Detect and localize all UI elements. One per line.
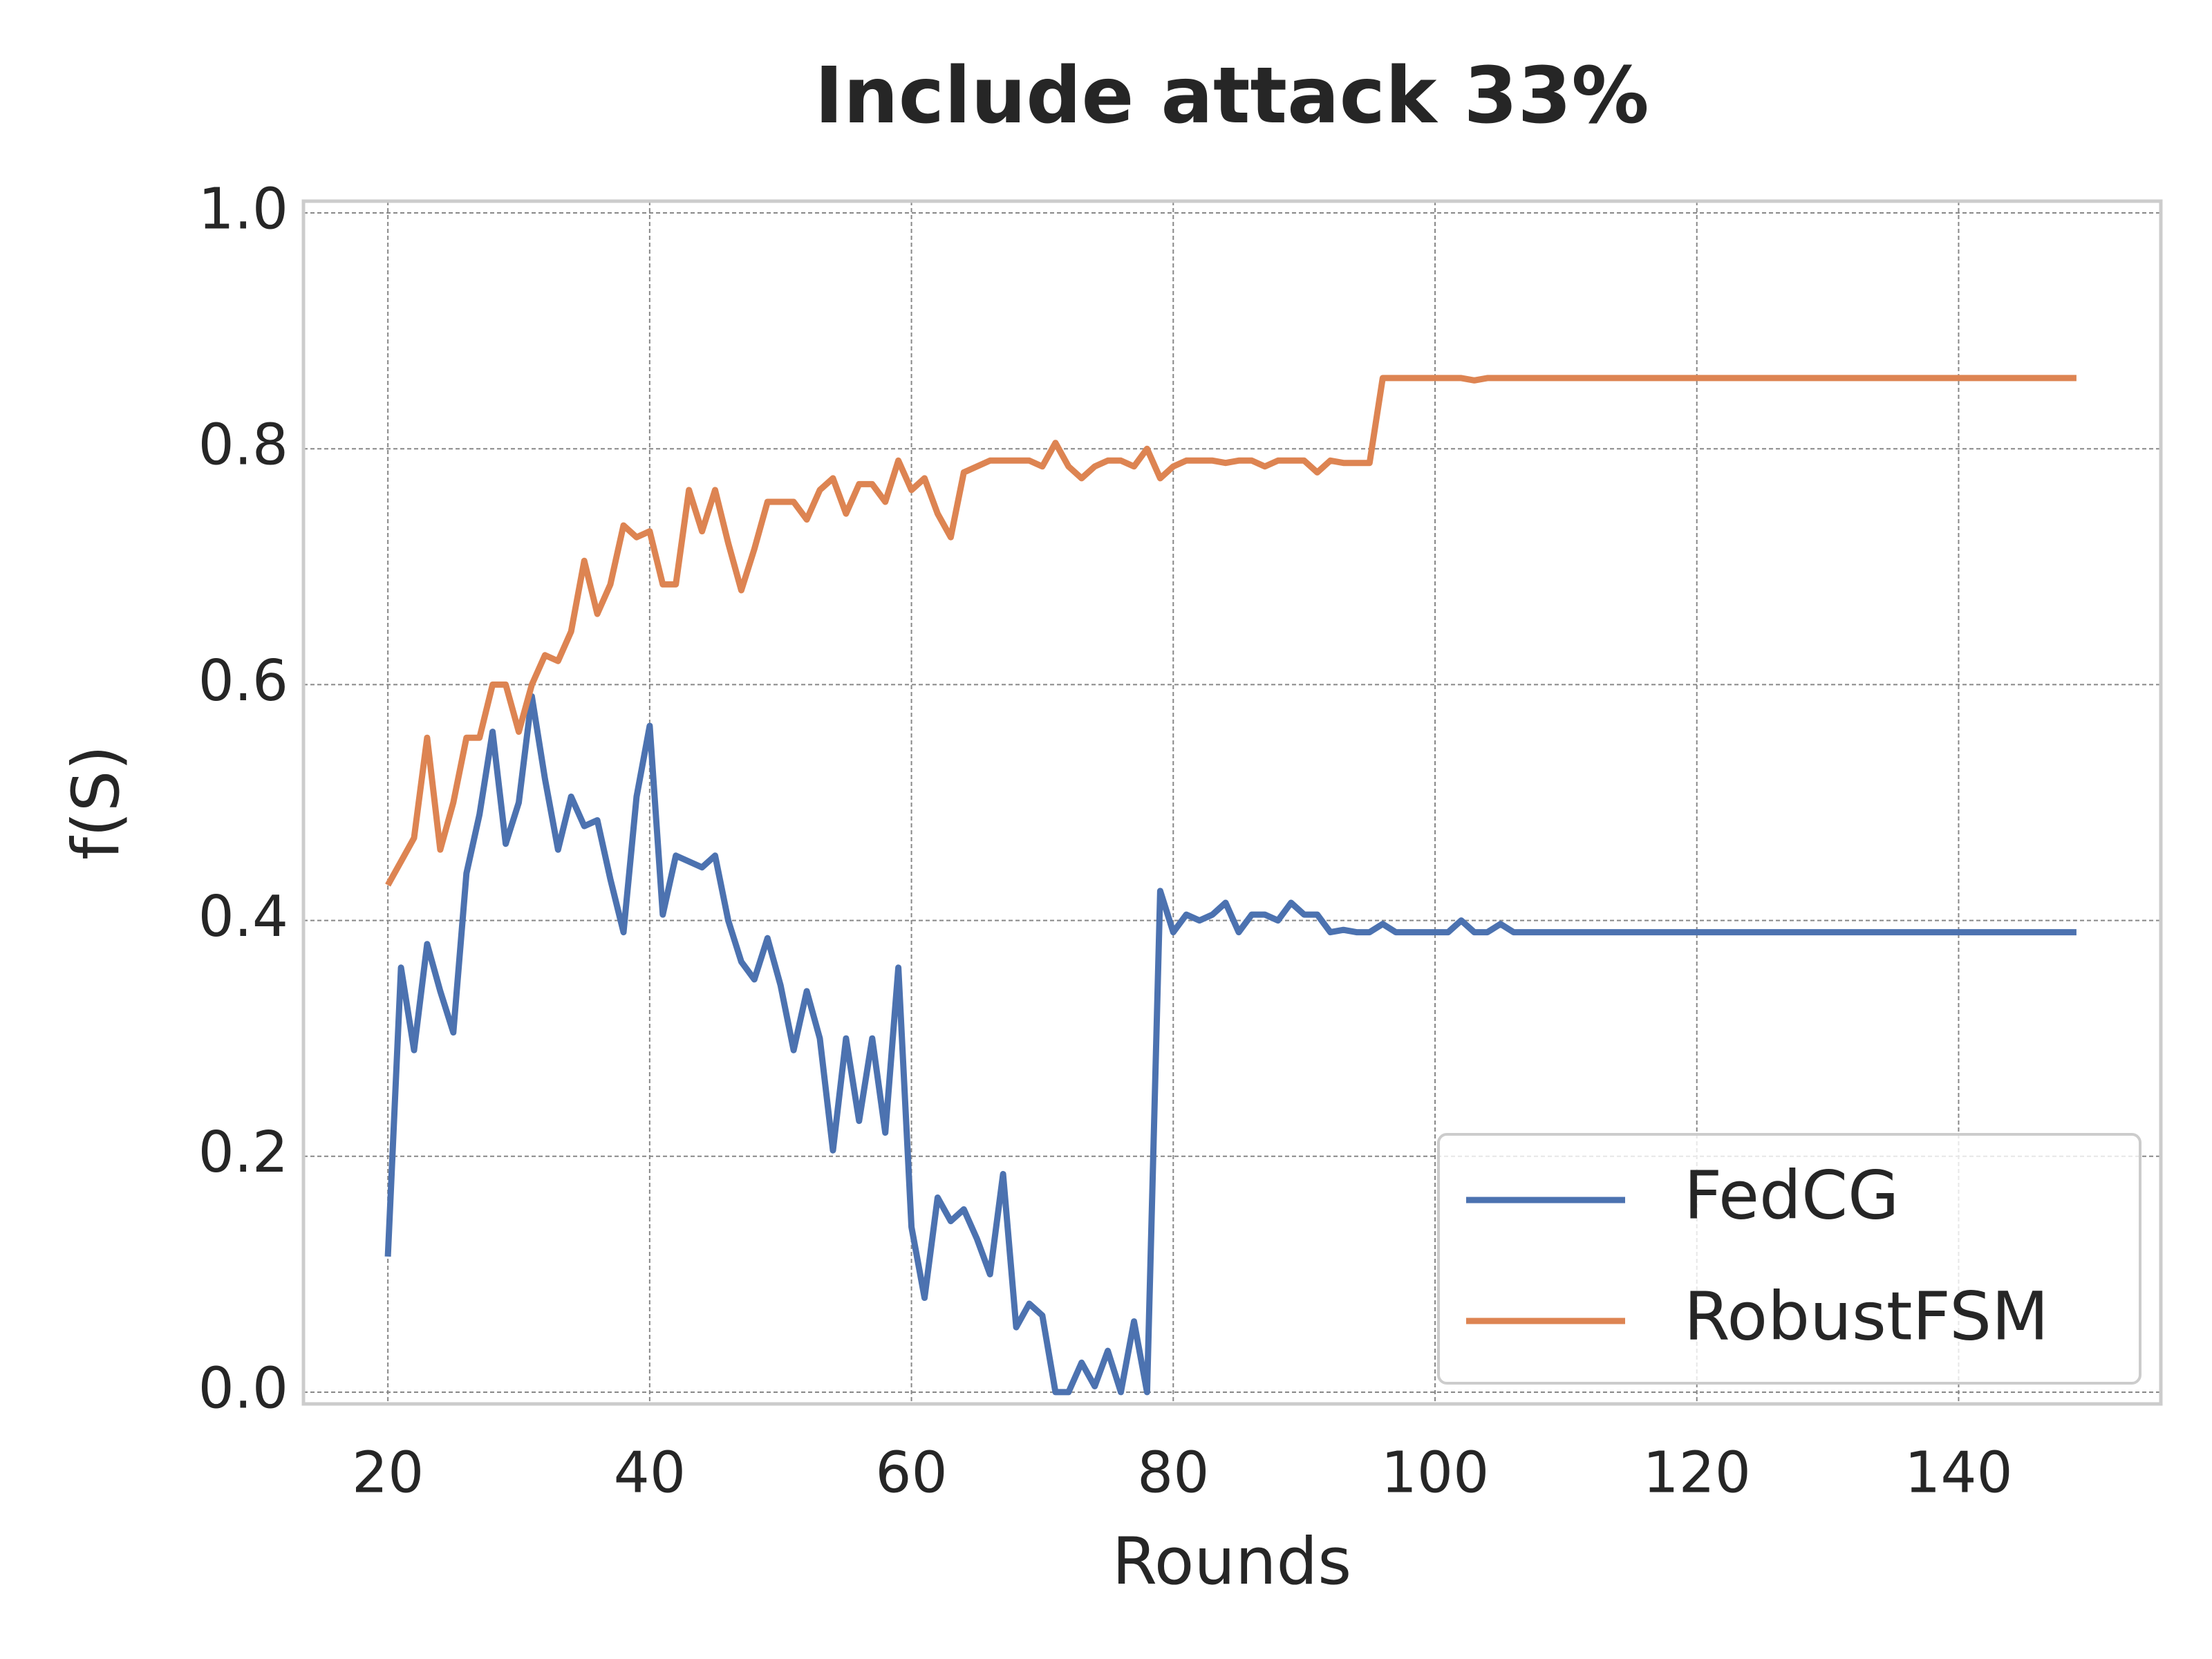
y-tick-label: 0.6 (198, 648, 288, 714)
y-tick-label: 0.2 (198, 1120, 288, 1185)
y-tick-label: 0.4 (198, 884, 288, 950)
x-tick-label: 100 (1381, 1440, 1490, 1506)
plot-frame (301, 199, 2163, 1406)
legend-label: FedCG (1684, 1156, 1899, 1234)
x-tick-label: 140 (1904, 1440, 2013, 1506)
chart-title: Include attack 33% (814, 51, 1649, 141)
x-tick-label: 80 (1137, 1440, 1209, 1506)
x-axis-label: Rounds (1112, 1524, 1351, 1600)
legend-label: RobustFSM (1684, 1277, 2049, 1355)
y-tick-label: 0.0 (198, 1356, 288, 1421)
series-line (385, 375, 2077, 887)
x-tick-label: 120 (1642, 1440, 1751, 1506)
series-line (384, 693, 2077, 1396)
y-tick-label: 1.0 (198, 177, 288, 243)
y-tick-label: 0.8 (198, 413, 288, 478)
x-tick-label: 60 (875, 1440, 947, 1506)
y-axis-label: f(S) (59, 745, 134, 860)
x-tick-label: 40 (614, 1440, 686, 1506)
x-tick-label: 20 (352, 1440, 424, 1506)
